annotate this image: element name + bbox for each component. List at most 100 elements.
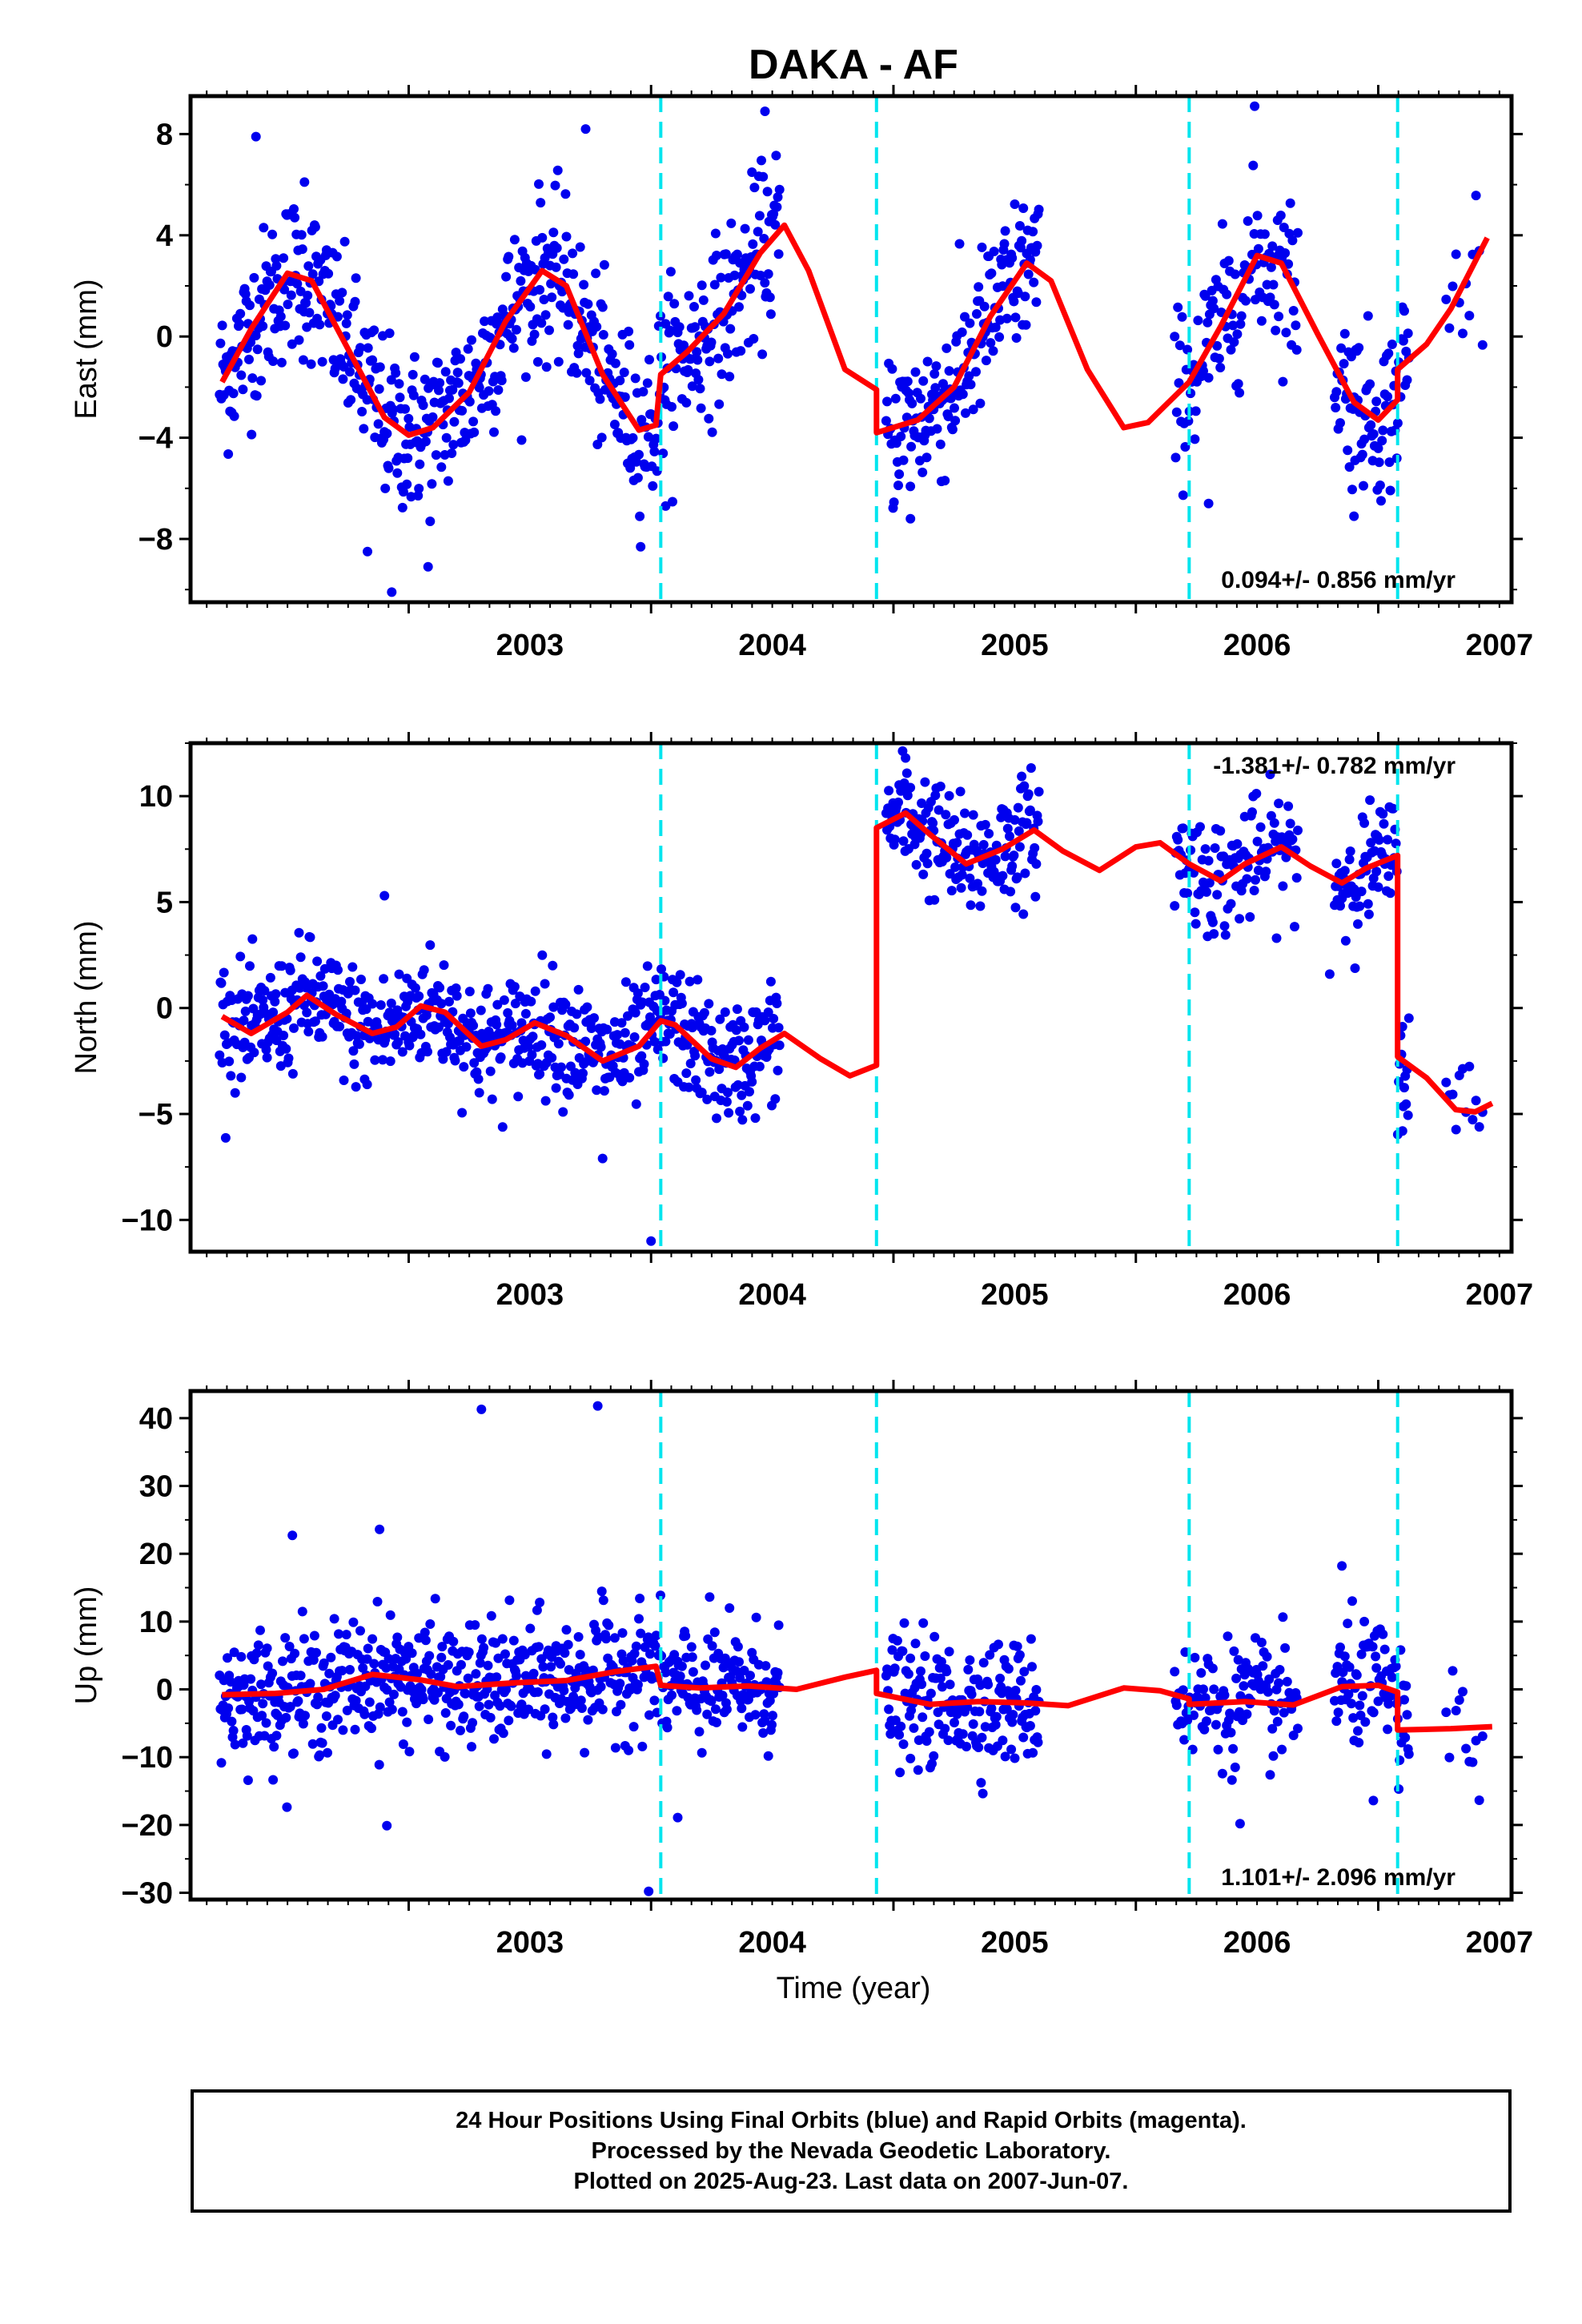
chart-title: DAKA - AF [749,42,958,88]
up-data-point [471,1669,481,1679]
north-data-point [1215,826,1226,836]
east-data-point [415,459,425,469]
up-xtick-label: 2005 [981,1926,1049,1960]
up-data-point [282,1802,292,1812]
up-data-point [350,1724,360,1735]
east-data-point [258,321,268,332]
east-data-point [943,412,954,421]
east-data-point [448,440,459,450]
north-data-point [962,830,973,840]
up-data-point [348,1617,359,1627]
up-data-point [624,1745,634,1755]
up-data-point [892,1635,902,1646]
north-data-point [1365,795,1375,806]
north-data-point [965,873,975,883]
north-data-point [553,1039,564,1049]
up-data-point [615,1679,625,1689]
east-data-point [644,355,654,365]
north-data-point [516,1018,527,1028]
east-data-point [693,375,704,385]
north-data-point [687,1023,697,1033]
east-data-point [1252,211,1263,221]
up-data-point [978,1658,989,1668]
north-data-point [672,977,682,987]
east-data-point [705,356,715,367]
up-data-point [1468,1757,1478,1767]
east-data-point [467,335,476,345]
up-data-point [735,1673,745,1683]
up-data-point [512,1671,521,1681]
east-data-point [583,299,593,309]
up-data-point [298,1719,308,1729]
north-xtick-label: 2007 [1466,1278,1534,1312]
north-data-point [1212,890,1223,900]
north-data-point [1403,1110,1413,1120]
up-data-point [616,1699,626,1710]
up-data-point [498,1728,508,1739]
north-data-point [485,1066,496,1076]
north-data-point [721,1096,732,1107]
up-data-point [596,1682,606,1692]
up-data-point [568,1691,579,1702]
up-data-point [1269,1706,1279,1716]
east-data-point [1191,406,1201,416]
up-data-point [367,1634,378,1644]
east-data-point [986,268,997,279]
up-data-point [456,1659,466,1670]
north-data-point [578,1068,588,1079]
up-data-point [634,1614,644,1624]
up-data-point [256,1679,267,1690]
north-data-point [378,1055,387,1065]
north-data-point [637,997,648,1007]
east-data-point [729,270,740,280]
up-data-point [492,1672,502,1683]
east-data-point [950,416,961,426]
north-data-point [1012,872,1022,883]
north-data-point [1278,881,1288,891]
east-data-point [1451,249,1461,259]
east-model-curve [219,222,1490,438]
east-data-point [1243,216,1253,226]
north-data-point [1366,838,1376,848]
east-data-point [516,275,526,286]
up-data-point [342,1705,352,1715]
north-data-point [1331,858,1342,869]
east-data-point [1383,392,1393,402]
up-data-point [918,1618,929,1628]
north-data-point [318,981,328,991]
up-data-point [705,1592,715,1602]
east-data-point [1018,203,1029,213]
up-data-point [733,1642,743,1652]
north-data-point [742,1100,753,1111]
north-data-point [1006,887,1016,897]
north-data-point [548,960,558,971]
up-data-point [1444,1752,1455,1763]
north-data-point [1344,854,1355,865]
north-data-point [573,984,584,995]
east-data-point [1267,241,1278,251]
east-data-point [537,232,548,243]
north-data-point [350,985,360,995]
east-data-point [559,254,569,264]
up-data-point [1202,1716,1211,1727]
up-data-point [508,1635,519,1646]
east-data-point [1336,343,1347,353]
east-data-point [902,376,913,387]
north-data-point [774,1040,785,1051]
north-data-point [950,814,959,825]
up-data-point [524,1704,534,1715]
up-data-point [359,1709,370,1719]
up-data-point [758,1728,769,1738]
east-ytick-label: −8 [139,523,173,557]
x-axis-label: Time (year) [777,1972,931,2005]
north-data-point [285,965,295,975]
up-data-point [986,1703,997,1714]
north-data-point [569,1023,580,1033]
north-data-point [1005,831,1014,842]
up-data-point [456,1725,465,1735]
north-data-point [457,1108,468,1118]
east-data-point [916,393,926,404]
north-data-point [239,1015,249,1026]
up-data-point [563,1639,573,1650]
north-data-point [705,1067,715,1077]
